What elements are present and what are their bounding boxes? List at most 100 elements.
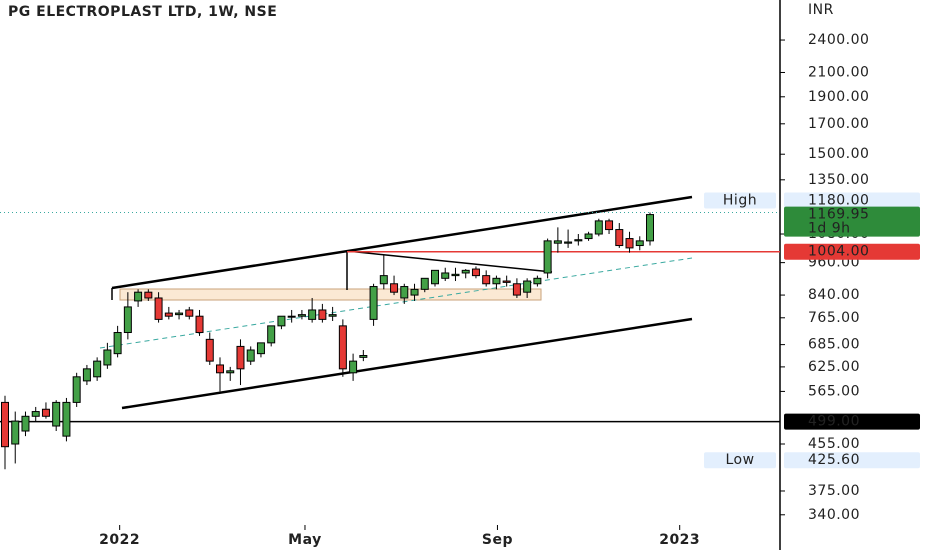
candle-body xyxy=(502,280,511,283)
candle-body xyxy=(420,277,429,290)
candle-body xyxy=(216,364,224,374)
candles xyxy=(1,212,654,470)
candle-body xyxy=(175,312,184,316)
candle-body xyxy=(144,291,153,299)
candle-body xyxy=(625,238,634,249)
candle-body xyxy=(512,283,521,296)
y-tick-label: 455.00 xyxy=(808,436,860,452)
candle-body xyxy=(205,338,214,362)
candle-body xyxy=(123,306,132,334)
candle-body xyxy=(594,220,603,235)
y-tick-label: 1350.00 xyxy=(808,172,869,188)
candle-body xyxy=(492,277,501,285)
candle-body xyxy=(267,325,276,344)
candle-body xyxy=(379,275,388,285)
candle-body xyxy=(103,349,112,366)
candle-body xyxy=(441,272,450,279)
price-label-box xyxy=(784,192,920,209)
price-name-box xyxy=(704,452,776,469)
candle-body xyxy=(564,241,573,244)
candle-body xyxy=(1,401,9,448)
candle-body xyxy=(31,411,40,417)
candle-body xyxy=(471,268,480,277)
candle-body xyxy=(431,269,439,285)
candle-body xyxy=(226,370,235,374)
y-tick-label: 1900.00 xyxy=(808,89,869,105)
x-tick-label: 2022 xyxy=(99,532,140,548)
trend-line xyxy=(346,250,553,273)
candle-body xyxy=(553,240,562,244)
candle-body xyxy=(574,239,583,242)
candle-body xyxy=(461,269,470,274)
price-name: High xyxy=(723,193,757,209)
y-tick-label: 2400.00 xyxy=(808,32,869,48)
price-label-box xyxy=(784,452,920,469)
trend-line xyxy=(111,195,693,290)
candle-body xyxy=(113,332,122,355)
candle-body xyxy=(338,325,347,370)
candle-body xyxy=(297,314,306,317)
candle-body xyxy=(21,415,30,432)
y-tick-label: 565.00 xyxy=(808,383,860,399)
candle-body xyxy=(359,354,368,358)
candle-body xyxy=(318,309,327,320)
candle-body xyxy=(41,408,50,417)
y-tick-label: 1700.00 xyxy=(808,116,869,132)
candle-body xyxy=(369,286,378,320)
countdown: 1d 9h xyxy=(808,221,851,237)
price-name: Low xyxy=(725,452,754,468)
candle-body xyxy=(185,309,194,317)
candle-body xyxy=(62,401,71,437)
zone xyxy=(119,288,542,301)
candle-body xyxy=(523,280,532,293)
candle-body xyxy=(349,360,358,374)
candle-body xyxy=(400,286,409,299)
price-label-box xyxy=(784,243,920,260)
x-tick-label: May xyxy=(288,532,322,548)
candle-body xyxy=(287,315,296,318)
candle-body xyxy=(584,233,593,240)
candle-body xyxy=(308,309,317,320)
chart-title: PG ELECTROPLAST LTD, 1W, NSE xyxy=(8,4,277,20)
candle-body xyxy=(543,240,552,274)
candle-body xyxy=(52,401,61,427)
candle-body xyxy=(451,273,460,277)
last-price: 1169.95 xyxy=(808,207,869,223)
y-tick-label: 685.00 xyxy=(808,337,860,353)
candle-body xyxy=(11,420,20,445)
y-tick-label: 2100.00 xyxy=(808,64,869,80)
y-tick-label: 625.00 xyxy=(808,359,860,375)
last-price-box xyxy=(784,206,920,237)
y-tick-label: 340.00 xyxy=(808,507,860,523)
candle-body xyxy=(615,229,624,247)
candle-body xyxy=(328,314,337,317)
trend-line xyxy=(121,317,693,410)
candle-body xyxy=(134,291,143,302)
candle-body xyxy=(72,376,81,403)
price-label-box xyxy=(784,413,920,430)
candle-body xyxy=(646,214,654,242)
candle-body xyxy=(635,240,644,247)
candle-body xyxy=(154,297,163,320)
currency: INR xyxy=(808,2,834,18)
candle-body xyxy=(164,312,173,317)
candle-body xyxy=(482,275,491,285)
candle-body xyxy=(533,277,542,285)
price-label: 1180.00 xyxy=(808,193,869,209)
candle-body xyxy=(82,368,91,382)
candle-body xyxy=(256,342,265,355)
candle-body xyxy=(277,315,286,327)
candle-body xyxy=(195,315,204,334)
y-tick-label: 840.00 xyxy=(808,287,860,303)
y-tick-label: 765.00 xyxy=(808,310,860,326)
candle-body xyxy=(390,283,399,293)
candle-body xyxy=(410,288,419,296)
price-label: 1004.00 xyxy=(808,244,869,260)
y-tick-label: 375.00 xyxy=(808,483,860,499)
candle-body xyxy=(246,349,255,362)
candle-body xyxy=(605,220,614,231)
y-tick-label: 1500.00 xyxy=(808,146,869,162)
candle-body xyxy=(236,345,245,370)
price-label: 499.00 xyxy=(808,414,860,430)
